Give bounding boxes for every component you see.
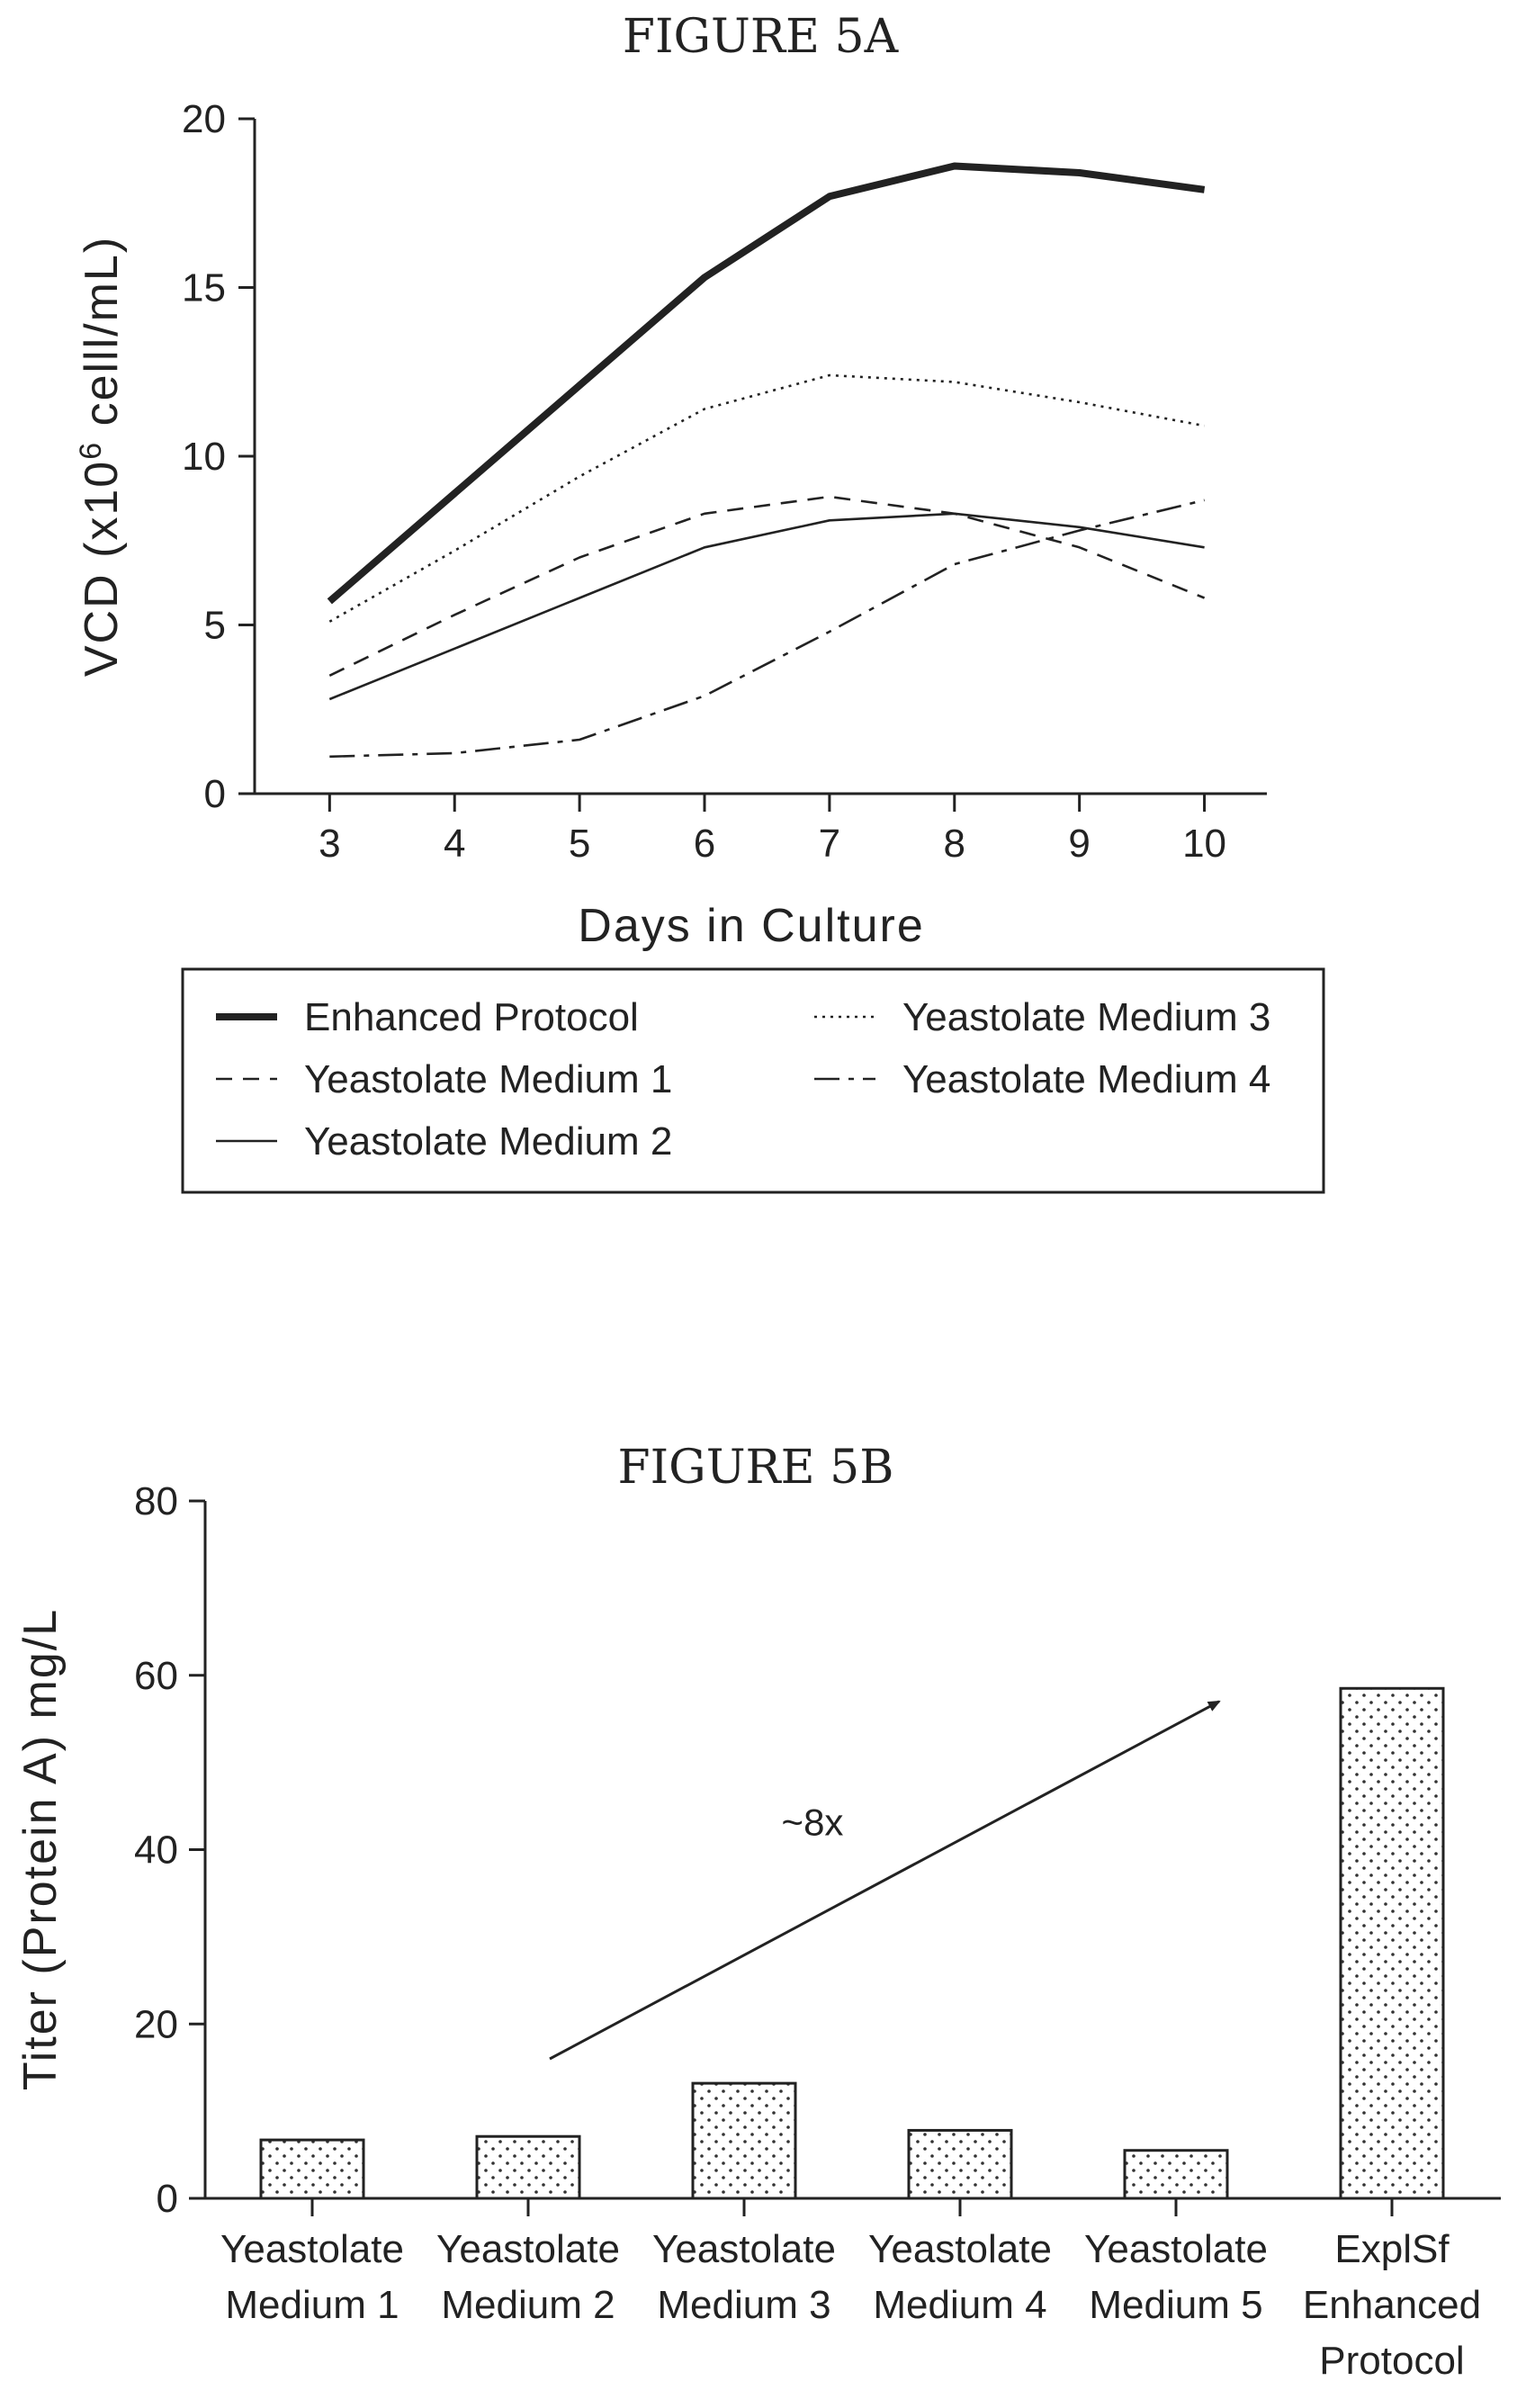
figure-5b-bars: [259, 1686, 1445, 2200]
figure-5a-x-ticks: 3 4 5 6 7 8 9 10: [319, 794, 1226, 866]
figure-5a-series: [327, 162, 1206, 759]
x-tick-label: 5: [569, 822, 590, 866]
x-tick-label: 10: [1182, 822, 1226, 866]
x-tick-label: 6: [694, 822, 715, 866]
figure-5a: FIGURE 5A 0 5 10 15 20 3 4 5 6 7 8 9 10 Days in Cul…: [74, 10, 1325, 1194]
trend-arrow: [549, 1700, 1221, 2061]
bar-3: [691, 2081, 797, 2200]
figure-5a-x-axis-label: Days in Culture: [578, 900, 924, 952]
figure-5a-y-axis-label: VCD (x106 celll/mL): [74, 236, 128, 677]
legend-label-4: Yeastolate Medium 3: [902, 995, 1270, 1039]
x-tick-label: 8: [944, 822, 965, 866]
x-tick-label: Yeastolate: [652, 2227, 836, 2271]
legend-label-3: Yeastolate Medium 2: [304, 1119, 672, 1164]
legend-label-5: Yeastolate Medium 4: [902, 1057, 1270, 1101]
series-line-4: [328, 373, 1205, 623]
bar-5: [1123, 2149, 1229, 2200]
figure-5a-y-label-unit: celll/mL): [76, 236, 128, 441]
figure-5a-axes: [253, 119, 1267, 795]
y-tick-label: 60: [134, 1654, 178, 1698]
y-tick-label: 15: [182, 266, 226, 310]
y-tick-label: 5: [204, 604, 226, 648]
x-tick-label: Enhanced: [1303, 2283, 1481, 2327]
y-tick-label: 10: [182, 435, 226, 479]
x-tick-label: Protocol: [1319, 2339, 1464, 2383]
bar-2: [475, 2134, 581, 2200]
bar-4: [907, 2128, 1013, 2200]
series-line-1: [327, 162, 1206, 605]
y-tick-label: 0: [204, 772, 226, 816]
x-tick-label: Medium 4: [873, 2283, 1046, 2327]
y-tick-label: 80: [134, 1479, 178, 1523]
figure-5b-x-ticks: Yeastolate Medium 1 Yeastolate Medium 2 Yeas…: [220, 2198, 1481, 2383]
x-tick-label: Medium 5: [1089, 2283, 1262, 2327]
x-tick-label: 9: [1068, 822, 1090, 866]
figure-5b-annotation: ~8x: [549, 1700, 1221, 2061]
legend-box: [181, 967, 1325, 1194]
x-tick-label: Yeastolate: [436, 2227, 620, 2271]
bar-1: [259, 2138, 365, 2200]
y-tick-label: 0: [157, 2177, 178, 2221]
figure-5a-y-ticks: 0 5 10 15 20: [182, 97, 255, 816]
figure-5a-title: FIGURE 5A: [623, 10, 900, 64]
figure-5b-y-ticks: 0 20 40 60 80: [134, 1479, 205, 2221]
x-tick-label: 7: [819, 822, 840, 866]
x-tick-label: Medium 2: [441, 2283, 615, 2327]
series-line-2: [328, 495, 1206, 677]
bar-6: [1339, 1686, 1445, 2200]
figure-5a-y-label-superscript: 6: [74, 441, 108, 460]
y-tick-label: 20: [134, 2002, 178, 2046]
series-line-5: [329, 499, 1205, 759]
x-tick-label: 3: [319, 822, 340, 866]
x-tick-label: ExplSf: [1334, 2227, 1450, 2271]
x-tick-label: Medium 1: [225, 2283, 399, 2327]
x-tick-label: Yeastolate: [868, 2227, 1052, 2271]
legend-label-2: Yeastolate Medium 1: [304, 1057, 672, 1101]
figure-5b-y-axis-label: Titer (Protein A) mg/L: [14, 1608, 67, 2090]
figure-5a-legend: Enhanced Protocol Yeastolate Medium 1 Yeas…: [181, 967, 1325, 1194]
legend-label-1: Enhanced Protocol: [304, 995, 639, 1039]
x-tick-label: 4: [444, 822, 465, 866]
y-tick-label: 40: [134, 1828, 178, 1873]
series-line-3: [328, 512, 1205, 701]
figure-5b-title: FIGURE 5B: [618, 1441, 894, 1495]
y-tick-label: 20: [182, 97, 226, 141]
x-tick-label: Medium 3: [657, 2283, 830, 2327]
fold-change-label: ~8x: [782, 1801, 844, 1843]
x-tick-label: Yeastolate: [220, 2227, 404, 2271]
figure-5a-y-label-main: VCD (x10: [76, 460, 128, 677]
x-tick-label: Yeastolate: [1084, 2227, 1268, 2271]
